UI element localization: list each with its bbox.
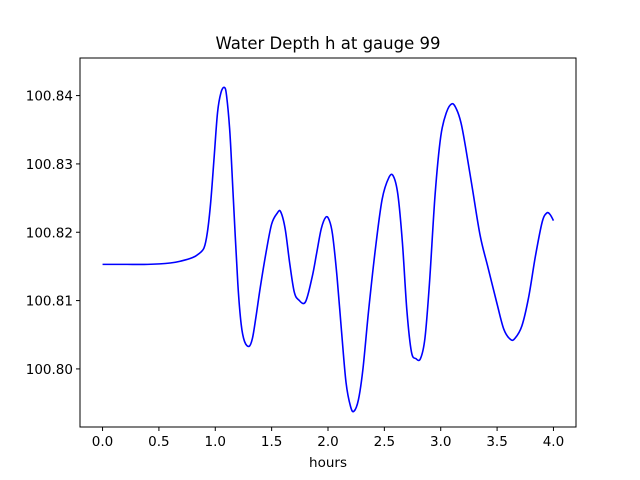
x-tick-label: 2.5 [374,434,395,450]
plot-area [102,86,555,413]
y-tick-label: 100.80 [26,362,73,378]
x-tick-label: 0.5 [148,434,169,450]
x-tick-label: 4.0 [543,434,564,450]
y-tick-label: 100.81 [26,294,73,310]
chart-title: Water Depth h at gauge 99 [216,34,441,53]
x-axis-label: hours [309,455,347,471]
x-tick-label: 3.0 [430,434,451,450]
x-tick-label: 3.5 [486,434,507,450]
y-tick-label: 100.84 [26,89,73,105]
axes-frame [79,57,577,428]
x-tick-label: 2.0 [317,434,338,450]
y-tick-label: 100.82 [26,225,73,241]
x-tick-label: 1.0 [205,434,226,450]
y-tick-label: 100.83 [26,157,73,173]
x-tick-label: 0.0 [92,434,113,450]
x-tick-label: 1.5 [261,434,282,450]
series-line-0 [102,86,555,413]
x-axis: 0.0 0.5 1.0 1.5 2.0 2.5 3.0 3.5 4.0 [92,427,564,450]
y-axis: 100.80 100.81 100.82 100.83 100.84 [26,89,80,378]
